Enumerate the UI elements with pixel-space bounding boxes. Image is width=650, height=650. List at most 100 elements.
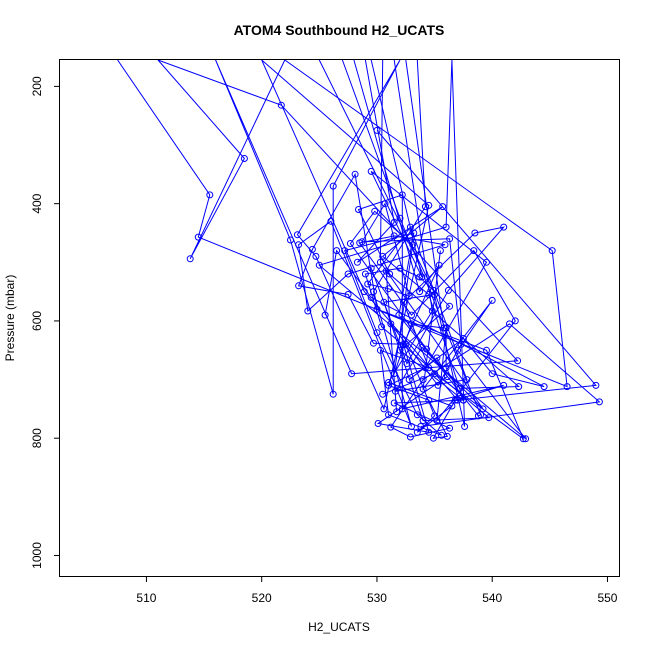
data-point	[374, 420, 382, 427]
data-point	[379, 252, 387, 260]
data-point	[419, 385, 427, 393]
series-6	[295, 60, 527, 443]
data-point	[429, 286, 437, 294]
data-point	[446, 235, 454, 243]
plot-area	[117, 60, 603, 443]
data-point	[470, 247, 478, 255]
data-point	[423, 345, 430, 353]
series-line	[349, 60, 520, 412]
data-point	[304, 307, 312, 315]
data-point	[346, 240, 354, 247]
series-line	[341, 60, 506, 436]
data-point	[344, 291, 352, 298]
data-point	[429, 434, 437, 442]
data-point	[376, 346, 384, 354]
data-point	[287, 236, 294, 244]
data-point	[308, 245, 316, 253]
data-point	[381, 200, 389, 208]
y-axis: 200 400 600 800 1000	[30, 76, 60, 569]
data-point	[390, 370, 398, 378]
data-point	[563, 383, 571, 391]
data-point	[540, 383, 548, 391]
data-point	[295, 241, 303, 249]
data-point	[479, 405, 487, 413]
data-point	[511, 317, 519, 325]
data-point	[240, 155, 248, 162]
data-point	[431, 412, 439, 420]
y-tick-label: 800	[30, 428, 44, 448]
data-point	[483, 346, 490, 354]
data-point	[277, 101, 285, 109]
data-point	[548, 247, 556, 255]
data-point	[444, 286, 452, 294]
series-line	[117, 60, 597, 411]
data-point	[416, 273, 424, 281]
data-point	[459, 335, 467, 342]
data-point	[379, 390, 387, 398]
data-point	[385, 379, 392, 386]
data-point	[461, 423, 469, 430]
data-point	[194, 233, 202, 241]
data-point	[413, 428, 421, 436]
data-point	[446, 302, 454, 310]
x-tick-label: 530	[367, 591, 387, 605]
data-point	[353, 258, 361, 266]
data-point	[595, 398, 603, 406]
data-point	[321, 311, 329, 319]
data-point	[483, 258, 490, 266]
data-point	[361, 270, 369, 278]
data-point	[474, 412, 482, 420]
chart-title: ATOM4 Southbound H2_UCATS	[234, 22, 445, 38]
series-line	[298, 60, 601, 438]
data-point	[406, 433, 414, 441]
data-point	[371, 207, 379, 215]
x-tick-label: 510	[136, 591, 156, 605]
data-point	[186, 255, 194, 263]
x-axis-label: H2_UCATS	[308, 620, 370, 634]
data-point	[393, 408, 401, 416]
data-point	[408, 320, 415, 328]
data-point	[416, 288, 424, 296]
data-point	[506, 320, 513, 328]
data-point	[457, 340, 465, 348]
series-line	[324, 60, 545, 433]
data-point	[456, 384, 464, 392]
data-point	[428, 307, 436, 315]
series-10	[346, 60, 523, 416]
data-point	[514, 357, 522, 365]
data-point	[485, 414, 493, 422]
data-point	[351, 170, 359, 178]
data-point	[471, 229, 479, 237]
data-point	[348, 370, 356, 378]
data-point	[440, 324, 448, 332]
data-point	[390, 399, 398, 407]
data-point	[463, 376, 471, 384]
y-tick-label: 1000	[30, 542, 44, 569]
data-point	[396, 264, 404, 272]
data-point	[425, 428, 433, 436]
data-point	[592, 381, 600, 389]
data-point	[376, 258, 384, 266]
data-point	[405, 292, 413, 300]
data-point	[387, 423, 395, 431]
series-line	[297, 60, 525, 441]
data-point	[341, 247, 349, 255]
data-point	[380, 405, 388, 413]
data-point	[409, 241, 417, 249]
data-point	[406, 223, 414, 231]
data-point	[488, 370, 496, 378]
data-point	[446, 424, 454, 432]
data-point	[344, 270, 352, 278]
data-point	[358, 238, 366, 246]
data-point	[515, 383, 523, 391]
data-point	[333, 247, 341, 255]
data-point	[396, 346, 404, 354]
data-point	[385, 285, 392, 293]
x-tick-label: 520	[252, 591, 272, 605]
data-point	[329, 182, 337, 190]
y-tick-label: 400	[30, 193, 44, 213]
data-point	[448, 402, 456, 410]
data-point	[488, 296, 496, 304]
